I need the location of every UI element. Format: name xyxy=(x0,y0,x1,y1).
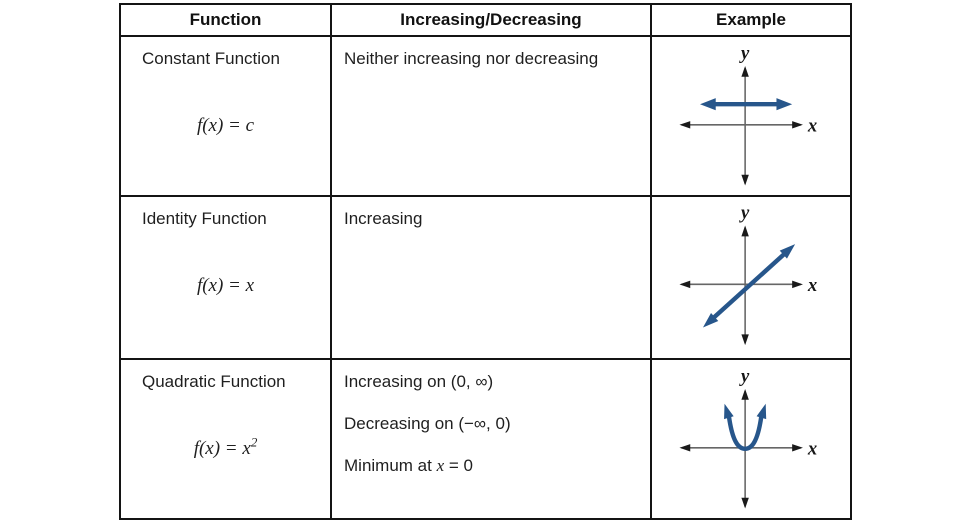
function-name: Quadratic Function xyxy=(142,372,286,391)
function-formula: f(x) = x2 xyxy=(193,434,258,459)
formula-exponent: 2 xyxy=(250,434,258,450)
header-row: Function Increasing/Decreasing Example xyxy=(119,3,852,37)
y-axis-label: y xyxy=(739,43,750,64)
y-axis-bottom-arrow-icon xyxy=(741,174,749,186)
y-axis-bottom-arrow-icon xyxy=(741,497,749,509)
function-formula: f(x) = x xyxy=(196,275,255,296)
curve-right-arrow-icon xyxy=(776,98,793,111)
function-cell-identity: Identity Function f(x) = x xyxy=(119,195,332,360)
y-axis-label: y xyxy=(739,203,750,224)
x-axis-right-arrow-icon xyxy=(792,121,803,129)
function-formula: f(x) = c xyxy=(196,115,255,136)
x-axis-label: x xyxy=(807,116,817,137)
y-axis-top-arrow-icon xyxy=(741,225,749,237)
parabola-curve xyxy=(726,416,764,451)
x-axis-left-arrow-icon xyxy=(679,444,691,452)
behavior-line: Neither increasing nor decreasing xyxy=(344,49,599,68)
y-axis-label: y xyxy=(739,366,750,387)
header-increasing-decreasing: Increasing/Decreasing xyxy=(330,3,652,37)
function-cell-constant: Constant Function f(x) = c xyxy=(119,35,332,197)
x-axis-left-arrow-icon xyxy=(679,121,691,129)
quadratic-function-graph: x y xyxy=(679,366,817,509)
x-axis-label: x xyxy=(807,275,817,296)
behavior-cell-quadratic: Increasing on (0, ∞) Decreasing on (−∞, … xyxy=(330,358,652,520)
curve-left-arrow-icon xyxy=(724,403,734,420)
example-cell-identity: x y xyxy=(650,195,852,360)
identity-function-graph: x y xyxy=(679,203,817,346)
x-axis-label: x xyxy=(807,439,817,460)
curve-lower-arrow-icon xyxy=(702,312,719,328)
x-axis-right-arrow-icon xyxy=(792,444,803,452)
example-cell-constant: x y xyxy=(650,35,852,197)
curve-upper-arrow-icon xyxy=(779,244,796,259)
curve-left-arrow-icon xyxy=(700,98,716,111)
y-axis-top-arrow-icon xyxy=(741,389,749,400)
function-properties-table: Function Increasing/Decreasing Example C… xyxy=(119,3,852,520)
behavior-line: Increasing on (0, ∞) xyxy=(344,372,494,391)
y-axis-top-arrow-icon xyxy=(741,66,749,77)
function-name: Constant Function xyxy=(142,49,280,68)
header-example: Example xyxy=(650,3,852,37)
table-row-identity: Identity Function f(x) = x Increasing xyxy=(119,195,852,360)
table-row-quadratic: Quadratic Function f(x) = x2 Increasing … xyxy=(119,358,852,520)
table-row-constant: Constant Function f(x) = c Neither incre… xyxy=(119,35,852,197)
behavior-cell-identity: Increasing xyxy=(330,195,652,360)
constant-function-graph: x y xyxy=(679,43,817,186)
behavior-line: Decreasing on (−∞, 0) xyxy=(344,414,511,433)
behavior-line: Increasing xyxy=(344,209,423,228)
x-axis-left-arrow-icon xyxy=(679,280,691,289)
header-function: Function xyxy=(119,3,332,37)
example-cell-quadratic: x y xyxy=(650,358,852,520)
y-axis-bottom-arrow-icon xyxy=(741,334,749,346)
behavior-line: Minimum at x = 0 xyxy=(344,456,473,475)
function-cell-quadratic: Quadratic Function f(x) = x2 xyxy=(119,358,332,520)
behavior-cell-constant: Neither increasing nor decreasing xyxy=(330,35,652,197)
x-axis-right-arrow-icon xyxy=(792,280,803,289)
function-name: Identity Function xyxy=(142,209,267,228)
curve-right-arrow-icon xyxy=(756,403,767,420)
identity-curve-line xyxy=(710,250,788,322)
